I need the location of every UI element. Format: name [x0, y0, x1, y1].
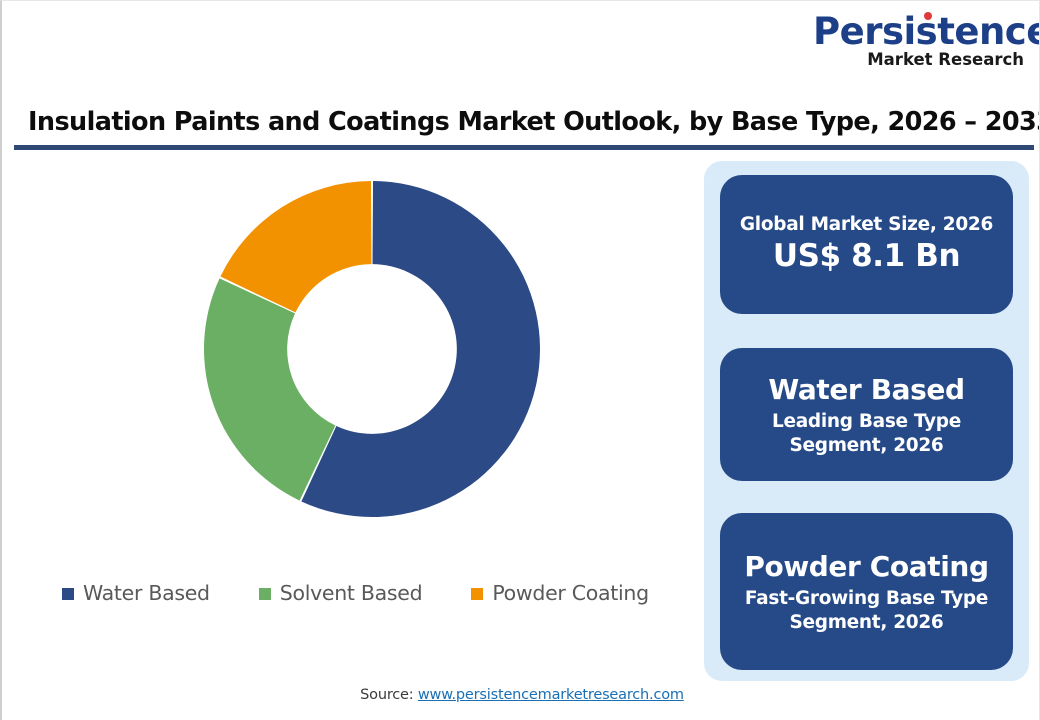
- legend-label-solvent-based: Solvent Based: [279, 581, 423, 605]
- donut-slice-water-based[interactable]: [301, 181, 540, 517]
- card-global-market-size-label: Global Market Size, 2026: [739, 214, 994, 236]
- card-leading-segment-desc-line1: Leading Base Type: [771, 411, 961, 433]
- card-fast-growing-segment-name: Powder Coating: [744, 550, 989, 584]
- card-global-market-size-value: US$ 8.1 Bn: [772, 237, 961, 274]
- title-divider: [14, 145, 1034, 150]
- card-global-market-size: Global Market Size, 2026 US$ 8.1 Bn: [720, 175, 1013, 314]
- page-title: Insulation Paints and Coatings Market Ou…: [28, 107, 1040, 137]
- card-leading-segment: Water Based Leading Base Type Segment, 2…: [720, 348, 1013, 481]
- card-fast-growing-segment-desc-line2: Segment, 2026: [789, 611, 944, 633]
- logo-red-dot-icon: [924, 12, 932, 20]
- card-leading-segment-name: Water Based: [768, 373, 965, 407]
- company-logo: Persistence Market Research: [813, 12, 1039, 71]
- donut-chart: [204, 181, 540, 517]
- logo-tagline: Market Research: [867, 50, 1024, 69]
- source-footer: Source: www.persistencemarketresearch.co…: [2, 687, 1039, 703]
- legend-swatch-powder-coating: [471, 588, 484, 600]
- legend-swatch-solvent-based: [258, 588, 271, 600]
- chart-legend: Water Based Solvent Based Powder Coating: [62, 581, 682, 605]
- legend-label-powder-coating: Powder Coating: [492, 581, 649, 605]
- source-url-link[interactable]: www.persistencemarketresearch.com: [417, 687, 684, 703]
- donut-slice-group: [204, 181, 540, 517]
- legend-item-water-based[interactable]: Water Based: [62, 581, 210, 605]
- donut-slice-powder-coating[interactable]: [220, 181, 372, 313]
- legend-label-water-based: Water Based: [83, 581, 210, 605]
- logo-wordmark: Persistence: [813, 12, 1039, 50]
- legend-swatch-water-based: [62, 588, 74, 600]
- card-leading-segment-desc-line2: Segment, 2026: [789, 434, 944, 456]
- card-fast-growing-segment: Powder Coating Fast-Growing Base Type Se…: [720, 513, 1013, 670]
- card-fast-growing-segment-desc-line1: Fast-Growing Base Type: [744, 588, 989, 610]
- highlights-panel: Global Market Size, 2026 US$ 8.1 Bn Wate…: [704, 161, 1029, 681]
- legend-item-powder-coating[interactable]: Powder Coating: [471, 581, 649, 605]
- donut-chart-svg: [204, 181, 540, 517]
- legend-item-solvent-based[interactable]: Solvent Based: [258, 581, 423, 605]
- source-label: Source:: [360, 687, 418, 703]
- donut-chart-area: Water Based Solvent Based Powder Coating: [2, 156, 692, 626]
- donut-slice-solvent-based[interactable]: [204, 278, 336, 501]
